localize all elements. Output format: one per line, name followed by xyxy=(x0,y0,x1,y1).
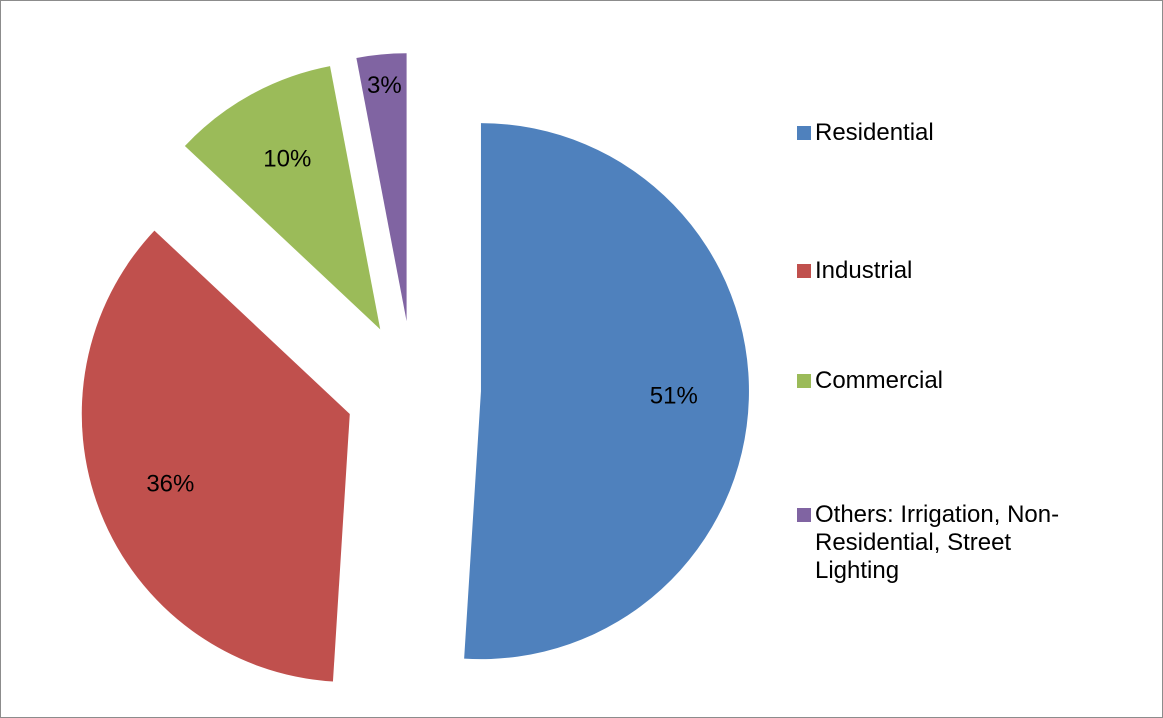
data-label: 3% xyxy=(367,72,402,99)
legend-swatch xyxy=(797,126,811,140)
legend-item: Others: Irrigation, Non-Residential, Str… xyxy=(797,501,1157,585)
pie-slice xyxy=(184,66,381,330)
pie-slice xyxy=(356,53,407,322)
legend-item: Commercial xyxy=(797,367,1157,395)
legend-swatch xyxy=(797,508,811,522)
legend-swatch xyxy=(797,374,811,388)
pie-slice xyxy=(81,230,350,682)
data-label: 10% xyxy=(263,146,311,173)
legend-item: Residential xyxy=(797,119,1157,147)
legend-label: Residential xyxy=(815,119,934,146)
data-label: 51% xyxy=(650,383,698,410)
legend-swatch xyxy=(797,264,811,278)
legend-label: Others: Irrigation, Non-Residential, Str… xyxy=(815,501,1060,584)
legend-label: Commercial xyxy=(815,367,944,394)
legend-label: Industrial xyxy=(815,257,913,284)
legend-item: Industrial xyxy=(797,257,1157,285)
data-label: 36% xyxy=(146,470,194,497)
pie-slice xyxy=(464,123,749,660)
